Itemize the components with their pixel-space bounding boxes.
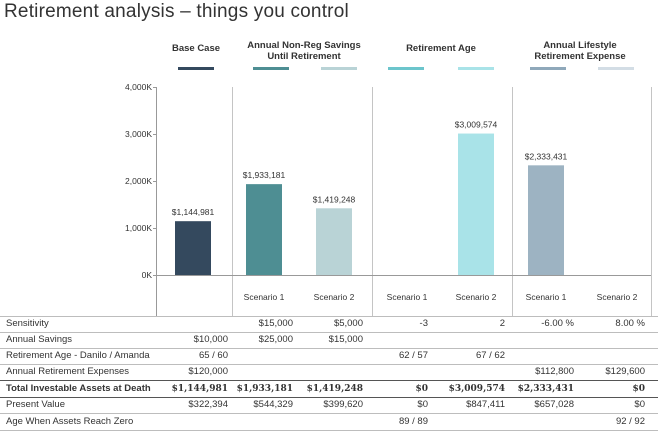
table-row: Annual Savings $10,000 $25,000 $15,000 bbox=[0, 332, 658, 348]
row-label: Annual Retirement Expenses bbox=[6, 366, 130, 377]
table-cell: $15,000 bbox=[258, 318, 293, 329]
table-row: Present Value $322,394 $544,329 $399,620 $0 $… bbox=[0, 397, 658, 413]
y-tick-label: 0K bbox=[142, 270, 153, 280]
x-category-label: Scenario 1 bbox=[387, 292, 428, 302]
table-row: Age When Assets Reach Zero 89 / 89 92 / 92 bbox=[0, 414, 658, 430]
bar-savings-1 bbox=[246, 184, 282, 275]
table-cell: 92 / 92 bbox=[615, 416, 645, 427]
legend-swatch-expense-1 bbox=[530, 67, 566, 70]
table-row: Sensitivity $15,000 $5,000 -3 2 -6.00 % 8.00 % bbox=[0, 316, 658, 332]
group-label-expense: Annual Lifestyle Retirement Expense bbox=[534, 40, 626, 62]
table-cell: 62 / 57 bbox=[398, 350, 428, 361]
table-cell: $15,000 bbox=[328, 334, 363, 345]
table-cell: $0 bbox=[415, 384, 428, 394]
group-label-age: Retirement Age bbox=[406, 43, 476, 54]
table-cell: -3 bbox=[419, 318, 428, 329]
table-cell: $544,329 bbox=[253, 399, 293, 410]
table-cell: 8.00 % bbox=[615, 318, 645, 329]
row-label: Total Investable Assets at Death bbox=[6, 383, 151, 394]
bar-data-label: $2,333,431 bbox=[525, 151, 568, 161]
table-cell: 65 / 60 bbox=[198, 350, 228, 361]
bar-age-4 bbox=[458, 133, 494, 275]
table-cell: $0 bbox=[417, 399, 428, 410]
bar-data-label: $1,419,248 bbox=[313, 194, 356, 204]
x-category-label: Scenario 2 bbox=[456, 292, 497, 302]
table-cell: $2,333,431 bbox=[517, 384, 574, 394]
table-cell: $0 bbox=[634, 399, 645, 410]
x-category-label: Scenario 2 bbox=[314, 292, 355, 302]
table-row: Total Investable Assets at Death $1,144,9… bbox=[0, 381, 658, 397]
x-category-label: Scenario 1 bbox=[244, 292, 285, 302]
bar-data-label: $3,009,574 bbox=[455, 120, 498, 130]
table-cell: $399,620 bbox=[323, 399, 363, 410]
bar-data-label: $1,933,181 bbox=[243, 170, 286, 180]
table-cell: $25,000 bbox=[258, 334, 293, 345]
legend-swatch-savings-1 bbox=[253, 67, 289, 70]
row-label: Age When Assets Reach Zero bbox=[6, 416, 134, 427]
table-row: Annual Retirement Expenses $120,000 $112,8… bbox=[0, 364, 658, 380]
legend-swatch-age-1 bbox=[388, 67, 424, 70]
table-cell: $0 bbox=[632, 384, 645, 394]
row-label: Sensitivity bbox=[6, 318, 49, 329]
table-cell: 67 / 62 bbox=[475, 350, 505, 361]
table-cell: $129,600 bbox=[605, 366, 645, 377]
table-rule bbox=[0, 364, 658, 365]
table-cell: $1,933,181 bbox=[236, 384, 293, 394]
table-rule bbox=[0, 316, 658, 317]
legend-swatch-expense-2 bbox=[598, 67, 634, 70]
table-rule bbox=[0, 380, 658, 381]
table-rule bbox=[0, 430, 658, 431]
table-cell: $847,411 bbox=[466, 399, 505, 410]
table-cell: 89 / 89 bbox=[398, 416, 428, 427]
page-title: Retirement analysis – things you control bbox=[4, 1, 349, 22]
table-cell: $112,800 bbox=[535, 366, 574, 377]
row-label: Annual Savings bbox=[6, 334, 73, 345]
bar-chart: 0K 1,000K 2,000K 3,000K 4,000K $1,144,981 $1,9… bbox=[125, 82, 652, 316]
group-label-savings: Annual Non-Reg Savings Until Retirement bbox=[247, 40, 361, 62]
bar-base-0 bbox=[175, 221, 211, 275]
legend-swatch-base-1 bbox=[178, 67, 214, 70]
bar-expense-5 bbox=[528, 165, 564, 275]
table-rule bbox=[0, 397, 658, 398]
y-tick-label: 3,000K bbox=[125, 129, 152, 139]
table-cell: $10,000 bbox=[193, 334, 228, 345]
y-tick-label: 2,000K bbox=[125, 176, 152, 186]
legend-swatch-age-2 bbox=[458, 67, 494, 70]
x-category-label: Scenario 2 bbox=[597, 292, 638, 302]
table-cell: $3,009,574 bbox=[448, 384, 505, 394]
table-cell: 2 bbox=[499, 318, 505, 329]
table-rule bbox=[0, 413, 658, 414]
table-rule bbox=[0, 348, 658, 349]
table-row: Retirement Age - Danilo / Amanda 65 / 60 6… bbox=[0, 348, 658, 364]
bar-savings-2 bbox=[316, 208, 352, 275]
y-tick-label: 1,000K bbox=[125, 223, 152, 233]
group-label-base: Base Case bbox=[171, 43, 221, 54]
table-cell: $1,419,248 bbox=[306, 384, 363, 394]
x-category-label: Scenario 1 bbox=[526, 292, 567, 302]
table-cell: $322,394 bbox=[188, 399, 228, 410]
row-label: Retirement Age - Danilo / Amanda bbox=[6, 350, 150, 361]
legend-swatch-savings-2 bbox=[321, 67, 357, 70]
y-tick-label: 4,000K bbox=[125, 82, 152, 92]
table-cell: $120,000 bbox=[188, 366, 228, 377]
table-cell: $657,028 bbox=[534, 399, 574, 410]
table-cell: $1,144,981 bbox=[171, 384, 228, 394]
row-label: Present Value bbox=[6, 399, 65, 410]
bar-data-label: $1,144,981 bbox=[172, 207, 215, 217]
table-rule bbox=[0, 332, 658, 333]
table-cell: -6.00 % bbox=[541, 318, 574, 329]
table-cell: $5,000 bbox=[333, 318, 363, 329]
